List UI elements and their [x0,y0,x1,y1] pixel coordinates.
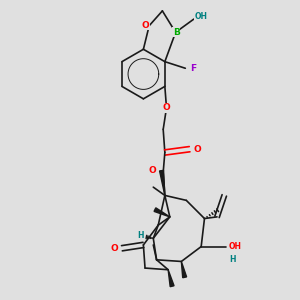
Text: OH: OH [229,242,242,251]
Text: O: O [142,21,150,30]
Polygon shape [182,262,187,278]
Polygon shape [154,208,170,217]
Text: O: O [163,103,170,112]
Text: H: H [137,231,143,240]
Text: O: O [111,244,119,253]
Text: O: O [149,166,157,175]
Text: B: B [173,28,180,37]
Text: F: F [190,64,196,74]
Polygon shape [168,270,174,287]
Text: OH: OH [194,12,208,21]
Text: O: O [194,145,202,154]
Polygon shape [160,170,165,195]
Text: H: H [229,255,236,264]
